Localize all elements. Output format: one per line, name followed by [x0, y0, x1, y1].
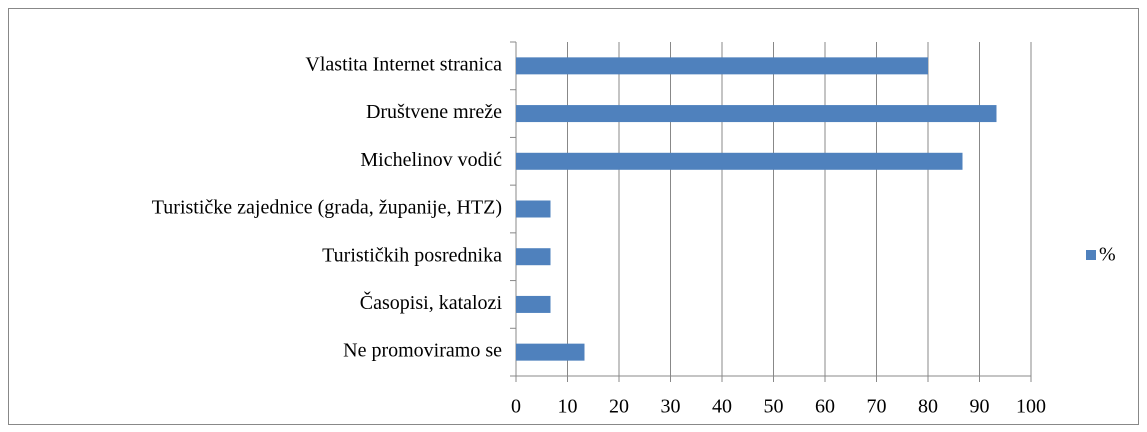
y-tick-label: Vlastita Internet stranica	[305, 53, 502, 75]
bar	[516, 200, 551, 218]
bar	[516, 57, 928, 75]
legend-label: %	[1099, 244, 1116, 266]
bar	[516, 248, 551, 266]
y-tick-label: Turističke zajednice (grada, županije, H…	[152, 197, 502, 219]
bar	[516, 152, 963, 170]
y-tick-label: Časopisi, katalozi	[360, 290, 503, 314]
x-tick-label: 30	[661, 396, 681, 418]
x-tick-label: 0	[511, 396, 521, 418]
y-tick-label: Turističkih posrednika	[322, 244, 502, 266]
x-tick-label: 50	[764, 396, 784, 418]
x-tick-label: 100	[1016, 396, 1046, 418]
legend-swatch	[1086, 250, 1096, 260]
x-tick-label: 90	[970, 396, 990, 418]
x-tick-label: 10	[558, 396, 578, 418]
x-tick-label: 60	[815, 396, 835, 418]
x-tick-label: 80	[918, 396, 938, 418]
x-tick-label: 40	[712, 396, 732, 418]
x-tick-label: 20	[609, 396, 629, 418]
bar	[516, 105, 997, 123]
y-tick-label: Društvene mreže	[366, 101, 502, 123]
bar	[516, 343, 585, 361]
y-tick-label: Ne promoviramo se	[343, 340, 502, 362]
y-tick-label: Michelinov vodić	[360, 149, 502, 171]
x-tick-label: 70	[867, 396, 887, 418]
bar	[516, 295, 551, 313]
